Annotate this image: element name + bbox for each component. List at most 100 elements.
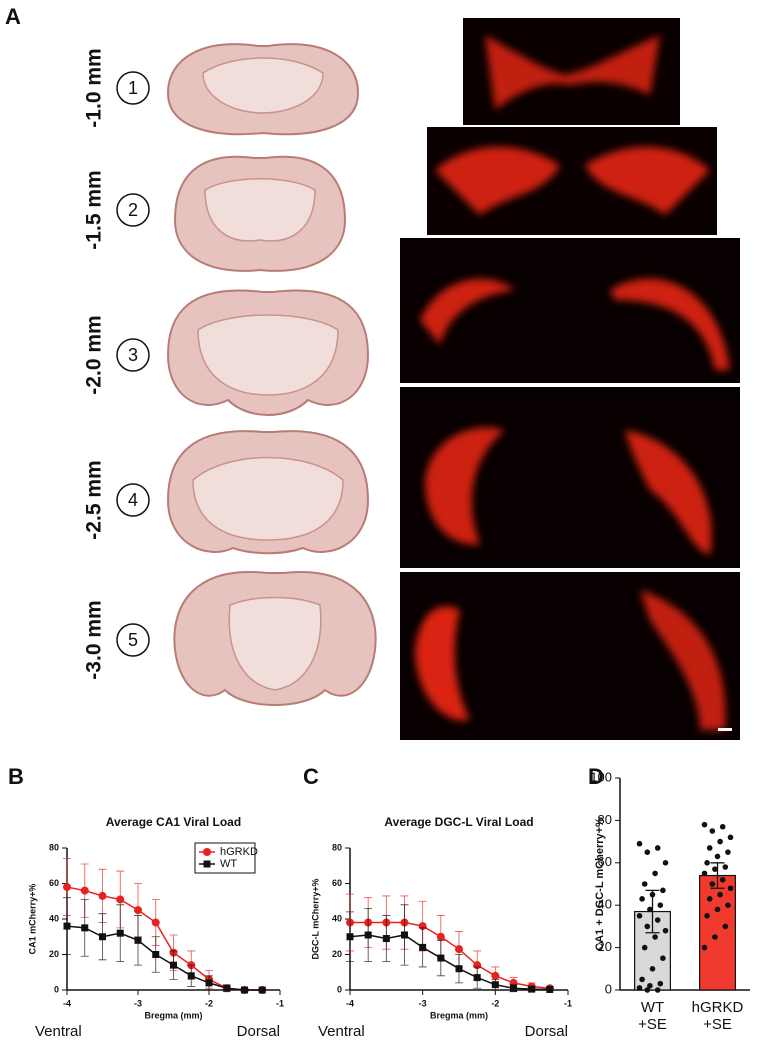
point [455,965,463,973]
data-point [725,902,731,908]
section-circle [116,71,150,105]
y-tick-label: 20 [332,949,342,959]
annotation: Dorsal [237,1023,280,1040]
x-tick-label: -1 [276,998,284,1008]
x-tick-label: -2 [491,998,499,1008]
error-bar [710,862,725,889]
series-line [350,921,550,989]
data-point [725,849,731,855]
point [346,933,354,941]
point [364,931,372,939]
data-point [639,976,645,983]
data-point [641,944,648,951]
section-depth: -1.0 mm [83,48,106,127]
y-tick-label: 100 [590,769,612,784]
data-point [639,896,645,902]
point [223,984,231,992]
x-tick-label: -4 [63,998,71,1008]
point [241,986,248,994]
y-tick-label: 20 [49,949,59,959]
section-circle [116,338,150,372]
data-point [652,870,658,877]
point [80,886,89,895]
point [81,924,89,932]
x-tick-label: WT +SE [638,999,667,1033]
point [528,985,536,993]
panel-label: B [8,764,24,789]
panel-label: D [588,764,604,789]
data-point [662,860,669,866]
point [258,986,266,994]
point [170,961,177,969]
data-point [660,887,666,894]
y-tick-label: 60 [332,878,342,888]
y-axis-label: CA1 mCherry+% [27,884,37,955]
x-tick-label: hGRKD +SE [692,999,744,1033]
data-point [657,902,664,908]
y-tick-label: 40 [332,913,342,923]
y-tick-label: 0 [605,981,612,996]
data-point [636,913,643,919]
data-point [714,853,721,860]
data-point [701,821,708,828]
section-number: 3 [128,345,138,365]
data-point [652,934,658,940]
data-point [727,834,734,841]
data-point [701,944,708,951]
data-point [654,987,661,993]
point [187,972,195,980]
y-tick-label: 0 [54,984,59,994]
data-point [709,828,716,834]
point [401,931,408,939]
data-point [654,845,661,851]
y-tick-label: 40 [598,897,612,912]
x-axis-label: Bregma (mm) [144,1010,202,1020]
series-line [66,925,263,991]
data-point [704,913,710,919]
panel-label: A [5,4,21,29]
legend-marker [203,860,211,868]
chart-title: Average DGC-L Viral Load [384,815,533,829]
x-tick-label: -1 [564,998,572,1008]
data-point [649,891,656,898]
point [98,891,107,900]
data-point [706,845,713,851]
annotation: Ventral [35,1023,82,1040]
data-point [636,840,643,847]
data-point [644,849,651,855]
point [491,981,499,989]
point [99,933,106,941]
section-number: 5 [128,630,138,650]
point [134,906,142,915]
section-depth: -3.0 mm [83,600,106,679]
point [455,945,463,954]
section-depth: -1.5 mm [83,170,106,249]
x-tick-label: -4 [346,998,354,1008]
y-tick-label: 20 [598,939,612,954]
data-point [712,934,718,940]
data-point [709,881,716,887]
point [419,943,427,951]
section-number: 4 [128,490,138,510]
point [510,984,517,992]
series-line [66,886,263,991]
data-point [717,838,723,845]
panel-a-illustrations [166,18,740,740]
error-bar [645,889,660,934]
data-point [641,881,648,887]
data-point [722,923,729,930]
data-point [657,980,664,987]
data-point [701,870,708,877]
section-circle [116,623,150,657]
point [382,935,390,943]
annotation: Ventral [318,1023,365,1040]
y-tick-label: 80 [598,812,612,827]
point [152,951,160,958]
point [437,954,445,962]
point [63,883,71,892]
section-circle [116,483,150,517]
data-point [727,885,734,892]
legend-box [194,842,256,874]
legend-marker [203,848,211,856]
